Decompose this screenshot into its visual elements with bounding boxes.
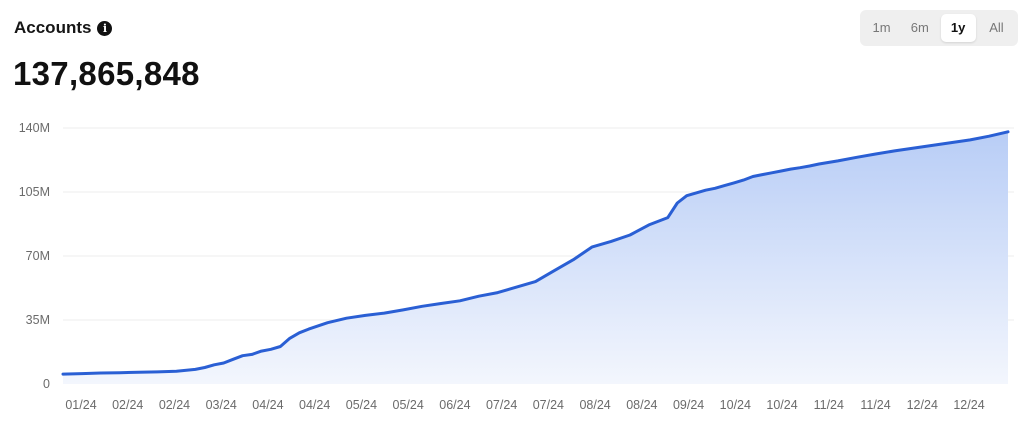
x-tick-label: 08/24 [626, 398, 657, 412]
x-tick-label: 05/24 [346, 398, 377, 412]
x-tick-label: 12/24 [907, 398, 938, 412]
range-selector: 1m 6m 1y All [860, 10, 1018, 46]
x-tick-label: 11/24 [860, 398, 890, 412]
tab-1y[interactable]: 1y [940, 14, 976, 42]
y-tick-label: 35M [26, 313, 50, 327]
x-tick-label: 04/24 [252, 398, 283, 412]
tab-6m[interactable]: 6m [910, 20, 929, 35]
y-tick-label: 105M [19, 185, 50, 199]
chart-header: Accounts i [14, 18, 113, 38]
tab-1m[interactable]: 1m [872, 20, 891, 35]
x-tick-label: 06/24 [439, 398, 470, 412]
x-tick-label: 02/24 [159, 398, 190, 412]
x-tick-label: 07/24 [486, 398, 517, 412]
x-tick-label: 11/24 [814, 398, 844, 412]
x-tick-label: 08/24 [579, 398, 610, 412]
y-tick-label: 140M [19, 121, 50, 135]
x-tick-label: 02/24 [112, 398, 143, 412]
x-tick-label: 10/24 [720, 398, 751, 412]
x-tick-label: 01/24 [65, 398, 96, 412]
x-tick-label: 07/24 [533, 398, 564, 412]
metric-value: 137,865,848 [13, 55, 200, 92]
y-tick-label: 0 [43, 377, 50, 391]
x-tick-label: 03/24 [206, 398, 237, 412]
area-fill [63, 131, 1008, 384]
y-tick-label: 70M [26, 249, 50, 263]
x-tick-label: 09/24 [673, 398, 704, 412]
x-tick-label: 12/24 [953, 398, 984, 412]
x-tick-label: 10/24 [766, 398, 797, 412]
x-tick-label: 05/24 [393, 398, 424, 412]
series-line [61, 130, 1010, 376]
page-title: Accounts [14, 18, 92, 37]
info-icon[interactable]: i [97, 20, 113, 36]
x-tick-label: 04/24 [299, 398, 330, 412]
tab-all[interactable]: All [989, 20, 1004, 35]
